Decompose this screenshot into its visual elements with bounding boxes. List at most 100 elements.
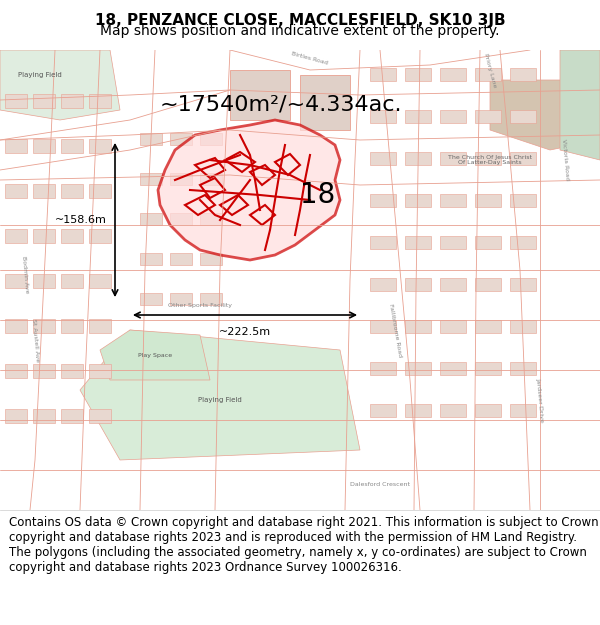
Bar <box>405 236 431 249</box>
Text: Contains OS data © Crown copyright and database right 2021. This information is : Contains OS data © Crown copyright and d… <box>9 516 599 574</box>
Text: Map shows position and indicative extent of the property.: Map shows position and indicative extent… <box>100 24 500 38</box>
Bar <box>440 68 466 81</box>
Bar <box>510 278 536 291</box>
Bar <box>89 319 111 333</box>
Bar <box>405 362 431 375</box>
Bar <box>405 68 431 81</box>
Bar <box>440 278 466 291</box>
Bar <box>475 278 501 291</box>
Bar <box>61 94 83 108</box>
Polygon shape <box>560 50 600 160</box>
Text: 18: 18 <box>301 181 335 209</box>
Bar <box>370 320 396 333</box>
Bar <box>170 213 192 225</box>
Polygon shape <box>490 80 600 150</box>
Bar <box>5 319 27 333</box>
Text: Fallibroome Road: Fallibroome Road <box>388 303 402 357</box>
Bar <box>370 152 396 165</box>
Bar <box>140 173 162 185</box>
Bar <box>89 229 111 243</box>
Bar <box>89 139 111 153</box>
Bar <box>5 229 27 243</box>
Bar <box>440 110 466 123</box>
Bar <box>170 253 192 265</box>
Bar <box>475 236 501 249</box>
Bar <box>405 320 431 333</box>
Bar <box>440 236 466 249</box>
Bar <box>140 253 162 265</box>
Bar <box>89 409 111 423</box>
Bar <box>230 70 290 120</box>
Bar <box>370 404 396 417</box>
Bar <box>405 152 431 165</box>
Text: Bodmin Ave: Bodmin Ave <box>21 256 29 294</box>
Polygon shape <box>158 120 340 260</box>
Bar <box>510 236 536 249</box>
Bar <box>170 173 192 185</box>
Text: The Church Of Jesus Christ
Of Latter-Day Saints: The Church Of Jesus Christ Of Latter-Day… <box>448 154 532 166</box>
Bar <box>200 173 222 185</box>
Bar <box>370 236 396 249</box>
Bar <box>510 362 536 375</box>
Bar <box>510 68 536 81</box>
Text: Birtles Road: Birtles Road <box>291 51 329 65</box>
Bar <box>61 319 83 333</box>
Text: ~17540m²/~4.334ac.: ~17540m²/~4.334ac. <box>160 95 403 115</box>
Bar <box>170 133 192 145</box>
Text: Jardseer Drive: Jardseer Drive <box>536 378 544 423</box>
Polygon shape <box>100 330 210 380</box>
Bar <box>370 362 396 375</box>
Bar <box>475 152 501 165</box>
Bar <box>475 404 501 417</box>
Bar <box>475 362 501 375</box>
Bar <box>61 184 83 198</box>
Text: Dalesford Crescent: Dalesford Crescent <box>350 482 410 488</box>
Bar <box>33 94 55 108</box>
Bar <box>5 94 27 108</box>
Bar <box>440 152 466 165</box>
Bar <box>33 409 55 423</box>
Bar <box>475 68 501 81</box>
Text: St Austell Ave: St Austell Ave <box>31 318 40 362</box>
Bar <box>200 293 222 305</box>
Text: Playing Field: Playing Field <box>18 72 62 78</box>
Text: Priory Lane: Priory Lane <box>483 52 497 88</box>
Bar <box>440 320 466 333</box>
Bar <box>440 194 466 207</box>
Bar <box>33 229 55 243</box>
Bar <box>61 409 83 423</box>
Bar <box>405 194 431 207</box>
Bar <box>300 75 350 130</box>
Bar <box>440 362 466 375</box>
Bar <box>89 274 111 288</box>
Bar <box>5 184 27 198</box>
Text: Play Space: Play Space <box>138 352 172 357</box>
Bar <box>33 139 55 153</box>
Bar <box>405 278 431 291</box>
Bar <box>510 194 536 207</box>
Bar <box>5 409 27 423</box>
Bar <box>33 184 55 198</box>
Bar <box>510 404 536 417</box>
Text: Victoria Road: Victoria Road <box>560 139 569 181</box>
Bar <box>475 320 501 333</box>
Bar <box>140 213 162 225</box>
Bar <box>61 229 83 243</box>
Text: ~222.5m: ~222.5m <box>219 327 271 337</box>
Bar <box>5 364 27 378</box>
Bar <box>370 68 396 81</box>
Bar <box>61 139 83 153</box>
Bar <box>89 184 111 198</box>
Bar <box>370 194 396 207</box>
Bar <box>200 133 222 145</box>
Bar <box>5 274 27 288</box>
Bar <box>200 253 222 265</box>
Bar <box>140 133 162 145</box>
Bar <box>89 364 111 378</box>
Bar <box>370 110 396 123</box>
Bar <box>475 110 501 123</box>
Bar <box>405 404 431 417</box>
Bar <box>33 274 55 288</box>
Bar <box>510 110 536 123</box>
Polygon shape <box>80 330 360 460</box>
